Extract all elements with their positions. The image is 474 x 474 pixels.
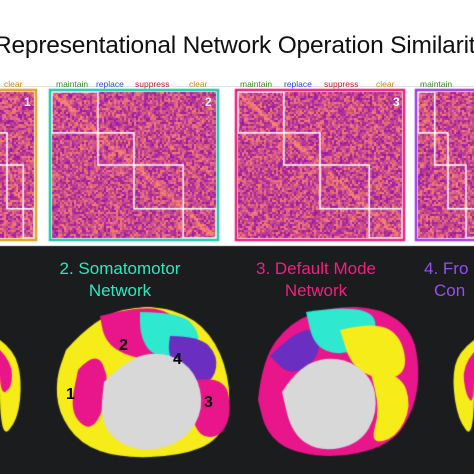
panel2-label-clear: clear	[189, 79, 208, 89]
panel2-label-suppress: suppress	[135, 79, 170, 89]
network-somatomotor-line1: 2. Somatomotor	[59, 259, 181, 278]
panel3-label-maintain: maintain	[240, 79, 273, 89]
panel4-label-maintain: maintain	[420, 79, 453, 89]
brain-region-number-4: 4	[173, 351, 182, 368]
panel2-label-maintain: maintain	[56, 79, 89, 89]
panel2-label-replace: replace	[96, 79, 124, 89]
figure-title-bar: Representational Network Operation Simil…	[0, 0, 474, 86]
panel3-label-replace: replace	[284, 79, 312, 89]
panel3-label-clear: clear	[376, 79, 395, 89]
network-default-mode-label: 3. Default Mode Network	[226, 258, 406, 302]
brain-region-number-2: 2	[119, 337, 128, 354]
panel2-number: 2	[205, 95, 212, 109]
panel1-label-clear: clear	[4, 79, 23, 89]
panel3-number: 3	[393, 95, 400, 109]
figure-title: Representational Network Operation Simil…	[0, 32, 474, 59]
network-somatomotor-label: 2. Somatomotor Network	[30, 258, 210, 302]
panel1-number: 1	[24, 95, 31, 109]
brain-region-number-1: 1	[66, 386, 75, 403]
network-frontoparietal-line2: Con	[434, 281, 466, 300]
network-default-mode-line1: 3. Default Mode	[255, 259, 376, 278]
network-somatomotor-line2: Network	[88, 281, 152, 300]
network-default-mode-line2: Network	[284, 281, 348, 300]
network-frontoparietal-label: 4. Fro Con	[424, 258, 474, 302]
brain-region-number-3: 3	[204, 394, 213, 411]
panel3-label-suppress: suppress	[324, 79, 359, 89]
network-frontoparietal-line1: 4. Fro	[424, 259, 469, 278]
